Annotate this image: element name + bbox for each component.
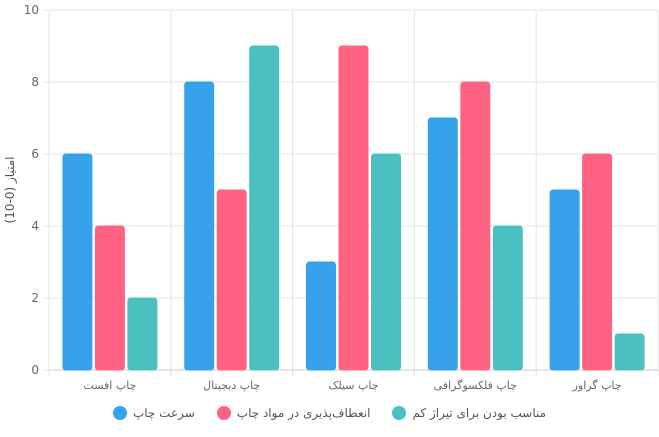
y-axis-label: امتیاز (0-10) bbox=[3, 157, 18, 224]
bar[interactable] bbox=[549, 189, 580, 371]
bars bbox=[62, 45, 645, 371]
x-tick-label: چاپ گراور bbox=[572, 379, 622, 392]
axis-labels: امتیاز (0-10) bbox=[3, 157, 18, 224]
y-tick-label: 0 bbox=[31, 363, 39, 377]
bar[interactable] bbox=[460, 81, 491, 371]
x-tick-label: چاپ سیلک bbox=[328, 379, 378, 392]
bar[interactable] bbox=[184, 81, 215, 371]
bar[interactable] bbox=[306, 261, 336, 371]
chart-legend: سرعت چاپ انعطاف‌پذیری در مواد چاپ مناسب بو… bbox=[0, 398, 659, 428]
legend-label: مناسب بودن برای تیراژ کم bbox=[412, 406, 547, 420]
bar[interactable] bbox=[582, 153, 613, 371]
legend-swatch bbox=[216, 406, 231, 420]
legend-label: انعطاف‌پذیری در مواد چاپ bbox=[236, 406, 371, 420]
legend-label: سرعت چاپ bbox=[132, 406, 195, 420]
y-tick-label: 10 bbox=[24, 3, 39, 17]
legend-item[interactable]: مناسب بودن برای تیراژ کم bbox=[392, 406, 546, 420]
bar[interactable] bbox=[62, 153, 93, 371]
y-tick-label: 2 bbox=[31, 291, 39, 305]
legend-item[interactable]: انعطاف‌پذیری در مواد چاپ bbox=[216, 406, 371, 420]
x-tick-label: چاپ دیجیتال bbox=[203, 379, 260, 392]
bar[interactable] bbox=[338, 45, 369, 371]
bar[interactable] bbox=[94, 225, 125, 371]
x-tick-label: چاپ افست bbox=[83, 379, 136, 392]
bar[interactable] bbox=[492, 225, 523, 371]
y-tick-label: 4 bbox=[31, 219, 39, 233]
bar[interactable] bbox=[216, 189, 247, 371]
bar[interactable] bbox=[614, 333, 645, 371]
bar[interactable] bbox=[427, 117, 458, 371]
legend-item[interactable]: سرعت چاپ bbox=[112, 406, 195, 420]
legend-swatch bbox=[112, 406, 127, 420]
bar[interactable] bbox=[127, 297, 158, 371]
x-tick-label: چاپ فلکسوگرافی bbox=[434, 379, 517, 392]
bar[interactable] bbox=[371, 153, 401, 371]
y-tick-label: 8 bbox=[31, 75, 39, 89]
bar[interactable] bbox=[249, 45, 280, 371]
y-tick-label: 6 bbox=[31, 147, 39, 161]
legend-swatch bbox=[392, 406, 407, 420]
